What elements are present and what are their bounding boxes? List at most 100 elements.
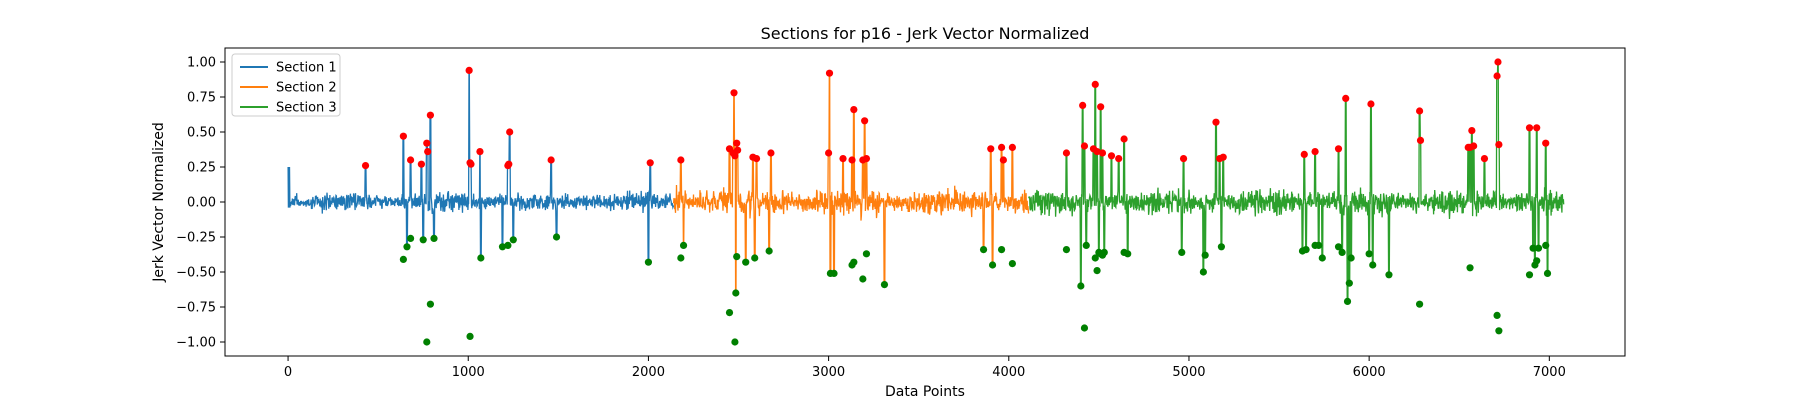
peak-marker: [1480, 155, 1489, 163]
peak-marker: [1311, 148, 1319, 156]
peak-marker: [361, 162, 370, 170]
y-tick-label: 0.25: [187, 161, 216, 176]
peak-marker: [1495, 141, 1503, 149]
trough-marker: [1315, 241, 1323, 249]
trough-marker: [509, 236, 517, 244]
peak-marker: [1468, 127, 1476, 135]
trough-marker: [1338, 248, 1346, 256]
trough-marker: [988, 261, 997, 269]
peak-marker: [1415, 107, 1424, 115]
peak-marker: [467, 160, 475, 168]
y-tick-label: −0.50: [176, 266, 216, 281]
trough-marker: [677, 254, 685, 262]
legend-label: Section 1: [276, 61, 337, 76]
series-line-section-3: [1028, 61, 1565, 303]
peak-marker: [505, 160, 513, 168]
trough-marker: [430, 234, 438, 242]
peak-marker: [987, 145, 995, 153]
peak-marker: [406, 156, 415, 164]
peak-marker: [1008, 143, 1016, 151]
peak-marker: [1219, 153, 1227, 161]
trough-marker: [733, 253, 741, 261]
trough-marker: [1466, 264, 1474, 272]
peak-marker: [752, 155, 761, 163]
y-axis-label: Jerk Vector Normalized: [151, 122, 167, 283]
y-tick-label: 0.00: [187, 196, 216, 211]
trough-marker: [1533, 257, 1541, 265]
peak-marker: [1533, 124, 1541, 132]
extrema-markers: [361, 58, 1552, 346]
trough-marker: [1077, 282, 1085, 290]
trough-marker: [406, 234, 415, 242]
peak-marker: [730, 89, 738, 97]
trough-marker: [1100, 248, 1108, 256]
trough-marker: [1495, 327, 1503, 335]
x-tick-label: 4000: [992, 365, 1025, 380]
legend-label: Section 3: [276, 101, 337, 116]
chart-title: Sections for p16 - Jerk Vector Normalize…: [761, 24, 1090, 43]
trough-marker: [742, 258, 750, 266]
y-tick-label: −0.25: [176, 231, 216, 246]
peak-marker: [399, 132, 407, 140]
trough-marker: [1201, 251, 1209, 259]
peak-marker: [1120, 135, 1128, 143]
trough-marker: [423, 338, 431, 346]
peak-marker: [1493, 72, 1501, 80]
trough-marker: [1217, 243, 1225, 251]
peak-marker: [547, 156, 555, 164]
x-tick-label: 1000: [452, 365, 485, 380]
legend-label: Section 2: [276, 81, 337, 96]
peak-marker: [848, 156, 856, 164]
trough-marker: [830, 269, 838, 277]
trough-marker: [644, 258, 653, 266]
trough-marker: [1529, 244, 1537, 252]
legend: Section 1 Section 2 Section 3: [231, 53, 341, 117]
x-tick-label: 6000: [1353, 365, 1386, 380]
trough-marker: [725, 309, 734, 317]
y-tick-label: 1.00: [187, 56, 216, 71]
peak-marker: [734, 146, 742, 154]
peak-marker: [1091, 80, 1099, 88]
trough-marker: [477, 254, 485, 262]
peak-marker: [1107, 152, 1116, 160]
peak-marker: [1212, 118, 1220, 126]
y-tick-label: 0.75: [187, 91, 216, 106]
peak-marker: [767, 149, 775, 157]
trough-marker: [765, 247, 773, 255]
peak-marker: [465, 66, 473, 74]
peak-marker: [1093, 148, 1101, 156]
x-axis: 0 1000 2000 3000 4000 5000 6000 7000: [284, 356, 1566, 380]
series-line-section-1: [287, 69, 675, 263]
peak-marker: [677, 156, 685, 164]
peak-marker: [1300, 150, 1308, 158]
trough-marker: [1343, 297, 1352, 305]
peak-marker: [861, 117, 869, 125]
trough-marker: [1093, 267, 1101, 275]
peak-marker: [423, 139, 431, 147]
peak-marker: [1079, 101, 1087, 109]
peak-marker: [1542, 139, 1550, 147]
trough-marker: [731, 338, 739, 346]
peak-marker: [1080, 142, 1089, 150]
y-axis: −1.00 −0.75 −0.50 −0.25 0.00 0.25 0.50 0.75 1.00: [176, 56, 225, 351]
peak-marker: [999, 156, 1007, 164]
trough-marker: [1385, 271, 1393, 279]
legend-box: [231, 53, 341, 117]
peak-marker: [1367, 100, 1375, 108]
peak-marker: [1494, 58, 1502, 66]
trough-marker: [1124, 250, 1132, 258]
peak-marker: [1179, 155, 1188, 163]
trough-marker: [751, 254, 759, 262]
trough-marker: [504, 241, 512, 249]
trough-marker: [1080, 324, 1089, 332]
peak-marker: [1470, 142, 1478, 150]
peak-marker: [424, 148, 432, 156]
x-tick-label: 2000: [632, 365, 665, 380]
peak-marker: [1062, 149, 1071, 157]
y-tick-label: 0.50: [187, 126, 216, 141]
peak-marker: [731, 152, 739, 160]
trough-marker: [1082, 241, 1090, 249]
trough-marker: [399, 255, 407, 263]
